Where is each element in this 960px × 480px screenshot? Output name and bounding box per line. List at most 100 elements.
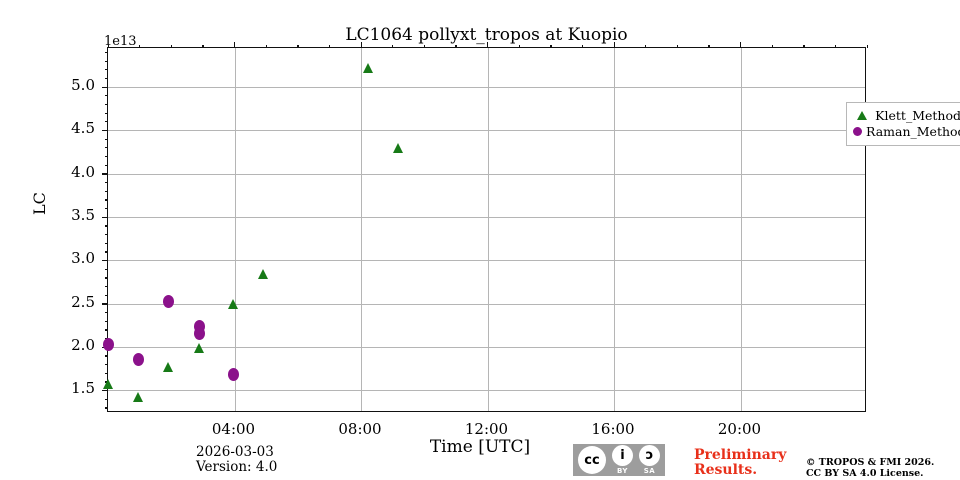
y-axis-tick-label: 4.5 — [71, 119, 95, 138]
y-axis-minor-tick — [104, 199, 108, 201]
y-axis-minor-tick — [104, 277, 108, 279]
y-axis-minor-tick — [104, 225, 108, 227]
y-axis-minor-tick — [104, 164, 108, 166]
cc-logo-icon: cc — [573, 446, 606, 474]
preliminary-line-2: Results. — [694, 462, 758, 478]
data-point-circle — [102, 338, 114, 351]
copyright-line-2: CC BY SA 4.0 License. — [806, 468, 924, 479]
x-axis-minor-tick — [328, 44, 331, 48]
y-axis-tick — [102, 129, 108, 132]
cc-sa-glyph: ɔ — [639, 445, 660, 466]
x-axis-minor-tick — [423, 44, 426, 48]
plot-area: Klett_Method Raman_Method — [102, 42, 960, 412]
x-axis-minor-tick — [645, 44, 647, 48]
y-axis-minor-tick — [104, 285, 108, 288]
x-axis-tick — [360, 42, 362, 48]
y-axis-minor-tick — [104, 311, 108, 314]
gridline-vertical — [234, 48, 236, 411]
cc-circle-label: cc — [578, 446, 606, 474]
x-axis-minor-tick — [676, 44, 679, 48]
gridline-vertical — [614, 48, 615, 411]
data-point-triangle — [163, 362, 174, 373]
y-axis-tick-label: 4.0 — [71, 162, 95, 181]
y-axis-minor-tick — [104, 398, 108, 400]
data-point-triangle — [102, 379, 113, 390]
data-point-triangle — [393, 142, 404, 153]
y-axis-minor-tick — [104, 407, 108, 409]
y-axis-minor-tick — [104, 320, 108, 322]
y-axis-minor-tick — [104, 294, 108, 296]
x-axis-tick-label: 20:00 — [717, 420, 762, 438]
x-axis-tick — [740, 42, 742, 48]
legend-label: Klett_Method — [875, 108, 960, 123]
x-axis-tick-label: 16:00 — [591, 420, 635, 438]
copyright-notice: © TROPOS & FMI 2026. CC BY SA 4.0 Licens… — [806, 457, 934, 479]
legend-label: Raman_Method — [866, 124, 960, 139]
data-point-triangle — [258, 269, 269, 280]
y-axis-tick-label: 5.0 — [71, 76, 95, 94]
version-label: Version: 4.0 — [196, 459, 278, 475]
y-axis-minor-tick — [104, 69, 108, 71]
y-axis-tick — [102, 389, 108, 392]
gridline-horizontal — [108, 260, 865, 262]
y-axis-tick — [102, 259, 108, 262]
gridline-horizontal — [108, 217, 865, 219]
y-axis-minor-tick — [104, 251, 108, 253]
legend[interactable]: Klett_Method Raman_Method — [846, 102, 960, 146]
y-axis-minor-tick — [104, 155, 108, 158]
x-axis-minor-tick — [202, 44, 204, 48]
y-axis-minor-tick — [104, 121, 108, 123]
y-axis-tick-label: 2.0 — [71, 336, 95, 355]
y-axis-minor-tick — [104, 233, 108, 236]
cc-by-icon: i BY — [612, 445, 633, 475]
preliminary-results-notice: Preliminary Results. — [694, 448, 786, 478]
y-axis-tick — [102, 173, 108, 175]
x-axis-minor-tick — [107, 44, 109, 48]
x-axis-tick-label: 12:00 — [464, 420, 509, 438]
gridline-horizontal — [108, 303, 865, 305]
y-axis-title: LC — [30, 192, 49, 215]
y-axis-tick-label: 3.0 — [71, 249, 95, 268]
y-axis-minor-tick — [104, 329, 108, 331]
x-axis-tick — [487, 42, 489, 48]
y-axis-minor-tick — [104, 372, 108, 374]
x-axis-minor-tick — [518, 44, 520, 48]
footer-metadata: 2026-03-03 Version: 4.0 — [196, 445, 277, 475]
legend-item-raman[interactable]: Raman_Method — [853, 124, 960, 139]
x-axis-minor-tick — [297, 44, 299, 48]
y-axis-tick-label: 1.5 — [71, 379, 95, 398]
x-axis-tick-label: 08:00 — [338, 420, 382, 438]
x-axis-tick-label: 04:00 — [211, 420, 256, 438]
y-axis-minor-tick — [104, 242, 108, 244]
x-axis-minor-tick — [803, 44, 805, 48]
gridline-vertical — [740, 48, 742, 411]
x-axis-minor-tick — [392, 44, 394, 48]
y-axis-minor-tick — [104, 207, 108, 210]
y-axis-minor-tick — [104, 103, 108, 106]
gridline-vertical — [361, 48, 362, 411]
preliminary-line-1: Preliminary — [694, 447, 787, 463]
y-axis-minor-tick — [104, 112, 108, 114]
x-axis-minor-tick — [581, 44, 584, 48]
data-point-triangle — [194, 342, 205, 353]
x-axis-minor-tick — [550, 44, 552, 48]
y-axis-minor-tick — [104, 147, 108, 149]
y-axis-exponent-label: 1e13 — [104, 34, 137, 49]
copyright-line-1: © TROPOS & FMI 2026. — [806, 457, 935, 468]
x-axis-minor-tick — [866, 44, 868, 48]
x-axis-minor-tick — [771, 44, 773, 48]
data-point-triangle — [228, 298, 239, 309]
y-axis-minor-tick — [104, 268, 108, 270]
y-axis-minor-tick — [104, 51, 108, 54]
data-point-circle — [228, 368, 240, 382]
y-axis-minor-tick — [104, 190, 108, 192]
y-axis-minor-tick — [104, 60, 108, 62]
gridline-horizontal — [108, 87, 865, 88]
x-axis-minor-tick — [834, 44, 837, 48]
circle-marker-icon — [853, 127, 862, 136]
legend-item-klett[interactable]: Klett_Method — [853, 108, 960, 123]
x-axis-title: Time [UTC] — [429, 437, 531, 457]
cc-sa-text: SA — [643, 467, 656, 475]
y-axis-minor-tick — [104, 77, 108, 80]
